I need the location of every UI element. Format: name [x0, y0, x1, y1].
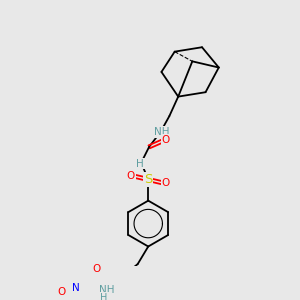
Text: N: N [71, 283, 79, 293]
Text: O: O [127, 171, 135, 181]
Text: NH: NH [154, 127, 169, 137]
Text: O: O [162, 178, 170, 188]
Text: O: O [92, 264, 100, 274]
Text: O: O [57, 287, 66, 297]
Text: O: O [162, 135, 170, 145]
Text: NH: NH [99, 285, 115, 295]
Text: H: H [100, 292, 108, 300]
Text: S: S [144, 173, 152, 186]
Text: H: H [136, 159, 144, 169]
